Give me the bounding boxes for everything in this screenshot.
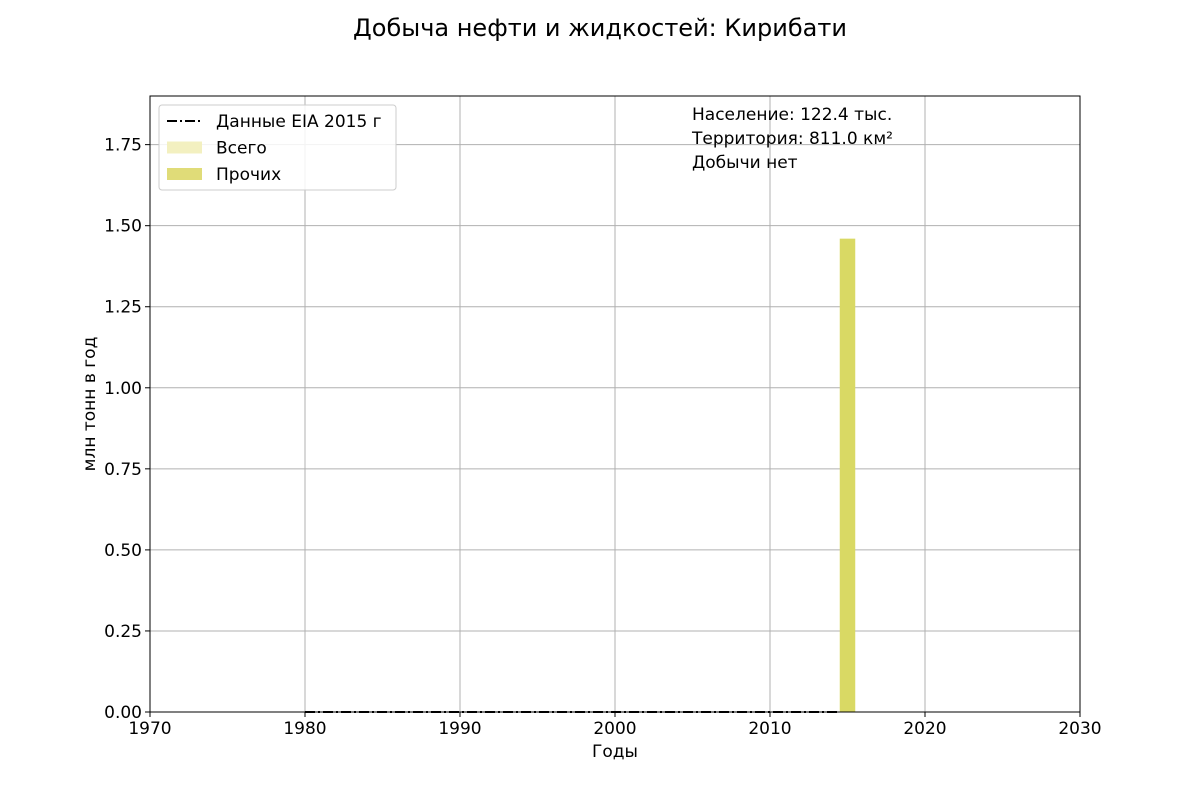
y-tick-label: 1.75: [104, 136, 142, 156]
y-tick-label: 0.50: [104, 541, 142, 561]
y-tick-label: 0.75: [104, 460, 142, 480]
legend-swatch-patch: [167, 141, 202, 154]
x-tick-label: 2020: [903, 719, 946, 739]
legend: Данные EIA 2015 г Всего Прочих: [158, 104, 397, 191]
legend-frame: [158, 104, 397, 191]
y-tick-label: 0.25: [104, 622, 142, 642]
legend-label: Всего: [216, 139, 267, 159]
x-tick-label: 2010: [748, 719, 791, 739]
y-tick-label: 0.00: [104, 703, 142, 723]
bar-other-2015: [839, 238, 856, 712]
y-tick-label: 1.50: [104, 217, 142, 237]
y-axis-label: млн тонн в год: [80, 337, 100, 472]
x-tick-label: 1980: [283, 719, 326, 739]
info-annotation: Население: 122.4 тыс.: [692, 105, 892, 125]
y-tick-label: 1.25: [104, 298, 142, 318]
x-tick-label: 2000: [593, 719, 636, 739]
info-annotations: Население: 122.4 тыс. Территория: 811.0 к…: [691, 105, 893, 173]
x-tick-label: 1970: [128, 719, 171, 739]
legend-swatch-patch: [167, 168, 202, 180]
y-tick-label: 1.00: [104, 379, 142, 399]
legend-label: Прочих: [216, 165, 281, 185]
info-annotation: Добычи нет: [692, 153, 798, 173]
tick-layer: 1970 1980 1990 2000 2010 2020 2030 0.00 0.25 0.50…: [104, 136, 1101, 739]
legend-label: Данные EIA 2015 г: [216, 112, 382, 132]
x-axis-label: Годы: [592, 742, 638, 762]
x-tick-label: 1990: [438, 719, 481, 739]
info-annotation: Территория: 811.0 км²: [691, 129, 893, 149]
chart-title: Добыча нефти и жидкостей: Кирибати: [353, 14, 847, 42]
x-tick-label: 2030: [1058, 719, 1101, 739]
